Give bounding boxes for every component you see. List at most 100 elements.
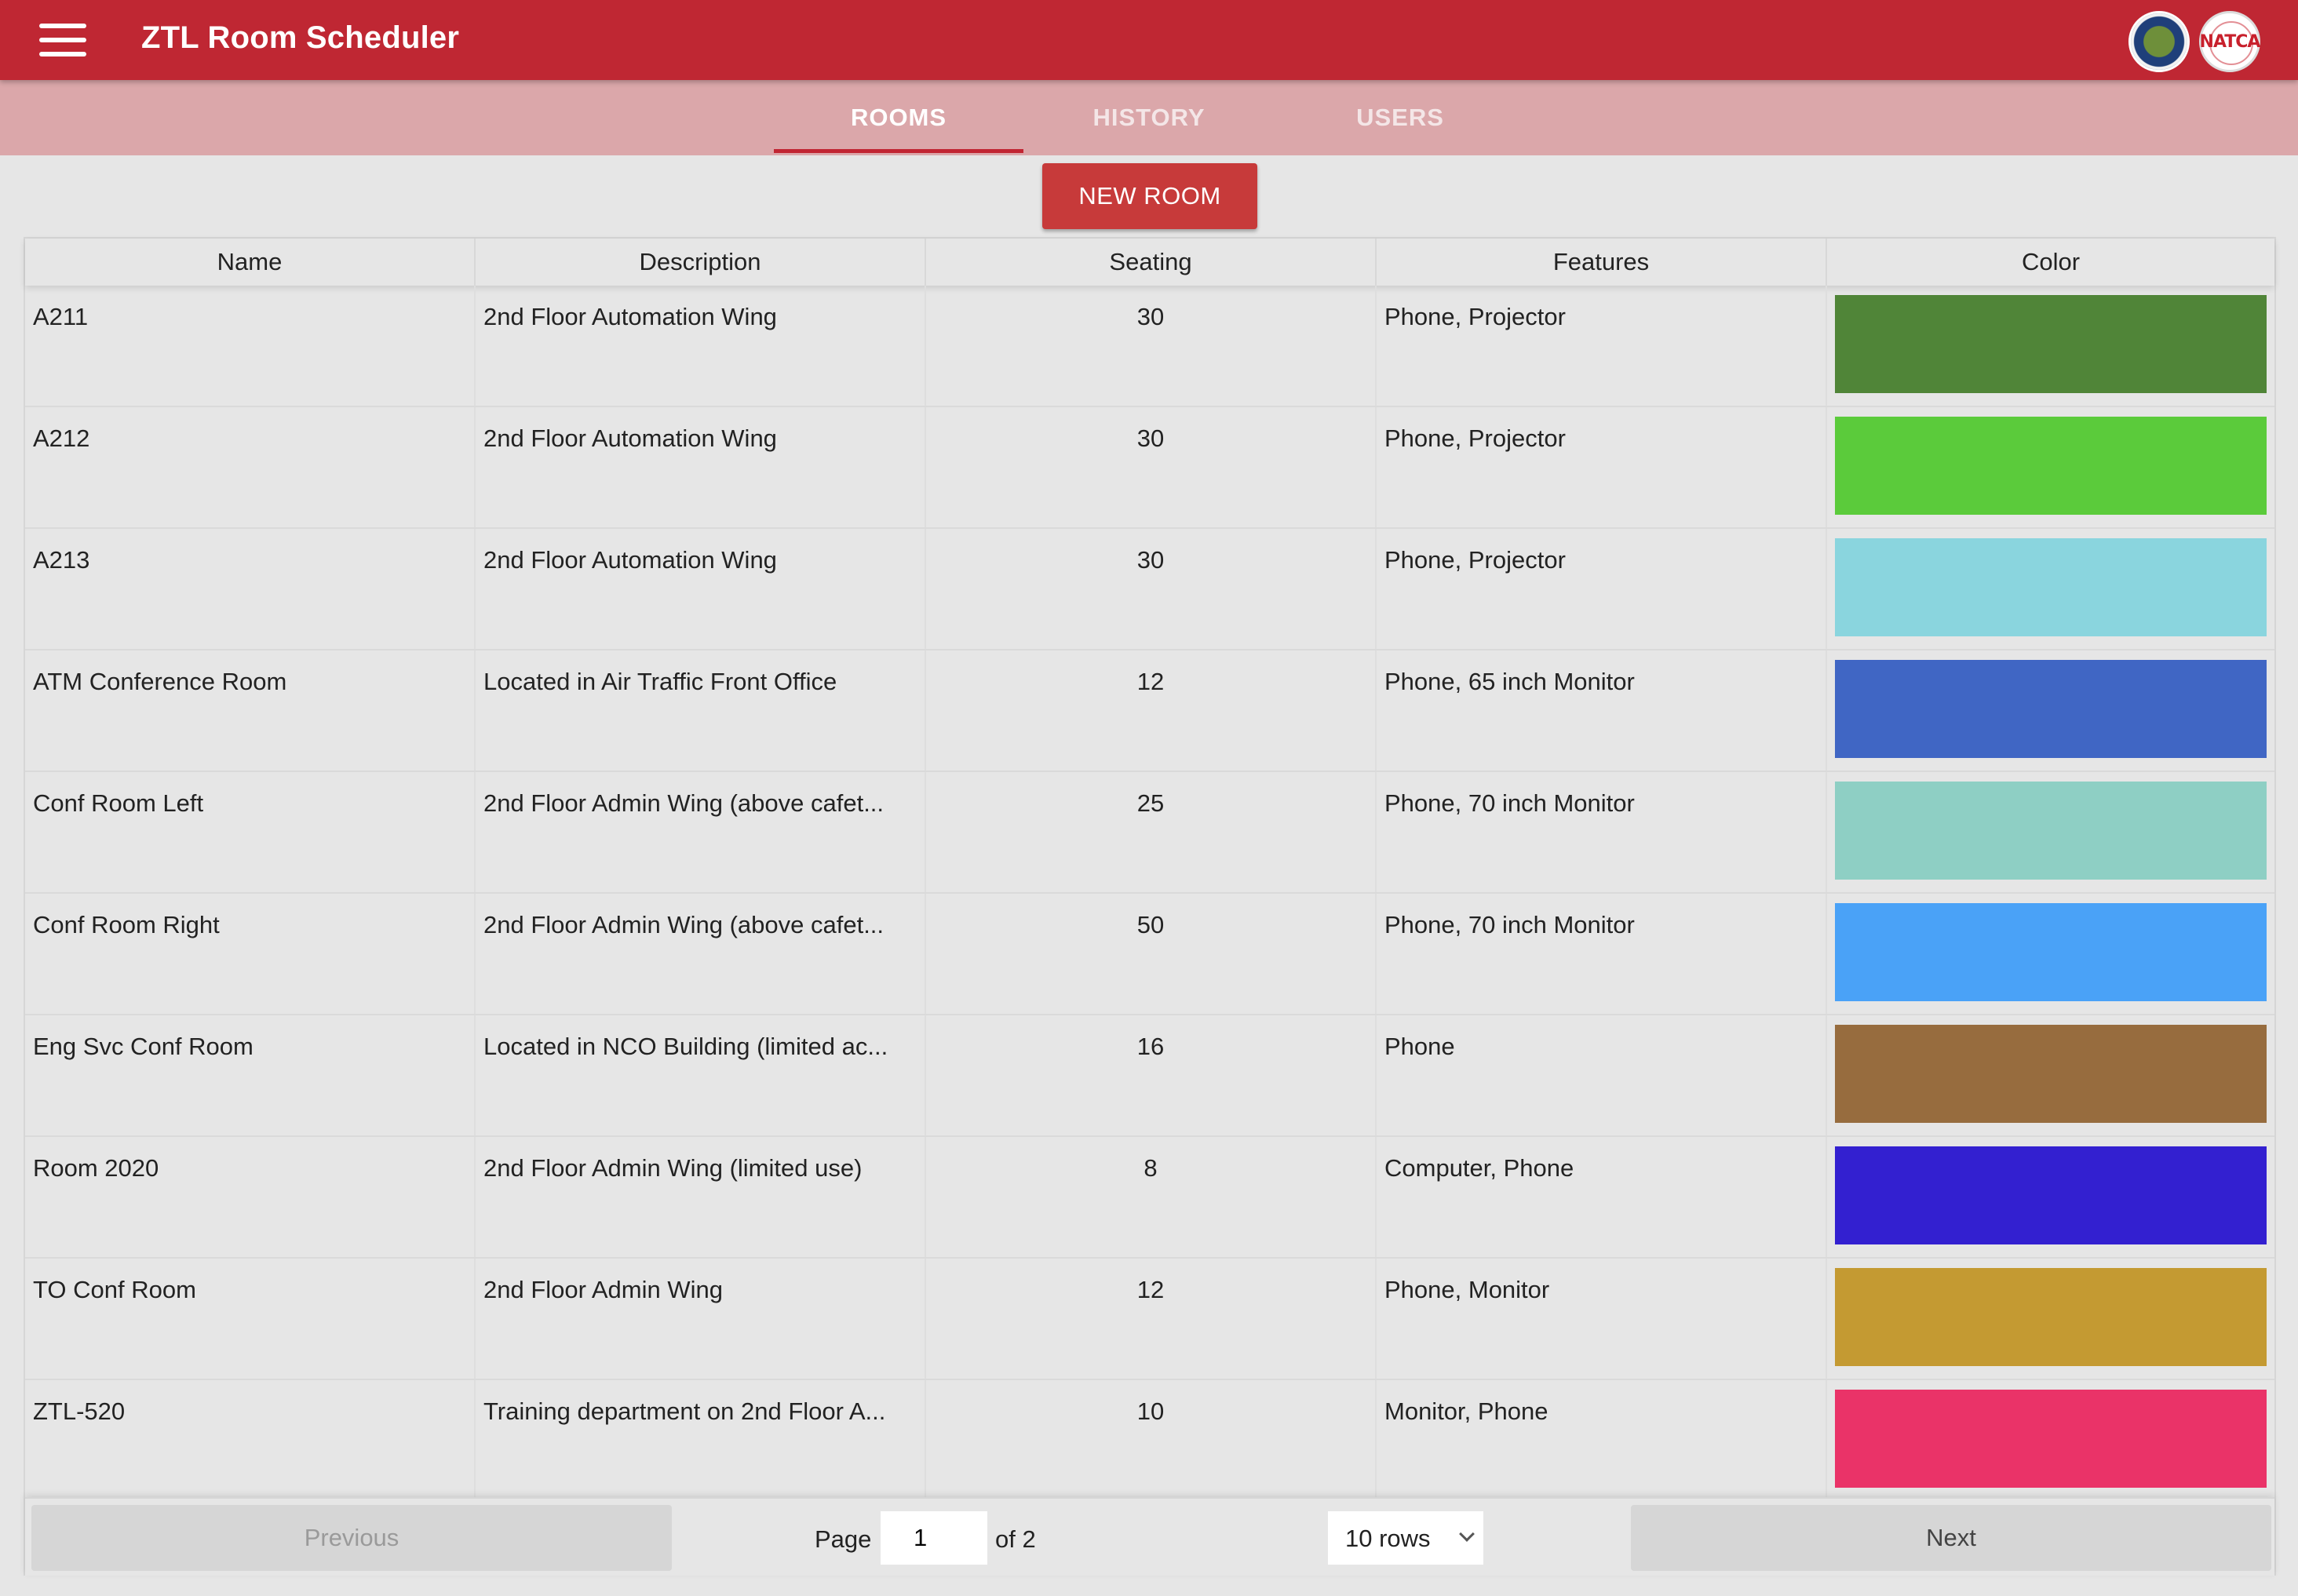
tab-bar: ROOMS HISTORY USERS — [0, 80, 2298, 155]
cell-name: TO Conf Room — [25, 1259, 476, 1379]
table-header: Name Description Seating Features Color — [25, 239, 2274, 286]
cell-seating: 30 — [926, 529, 1377, 649]
rows-per-page-value: 10 rows — [1345, 1525, 1431, 1552]
table-row[interactable]: Conf Room Right 2nd Floor Admin Wing (abo… — [25, 894, 2274, 1015]
table-row[interactable]: A212 2nd Floor Automation Wing 30 Phone, Pr… — [25, 407, 2274, 529]
color-swatch — [1835, 1146, 2267, 1244]
color-swatch — [1835, 903, 2267, 1001]
cell-color — [1827, 1380, 2274, 1500]
cell-name: A211 — [25, 286, 476, 406]
color-swatch — [1835, 660, 2267, 758]
chevron-down-icon — [1459, 1526, 1475, 1542]
column-header-seating[interactable]: Seating — [926, 239, 1377, 286]
cell-seating: 30 — [926, 286, 1377, 406]
cell-color — [1827, 1259, 2274, 1379]
cell-features: Phone, Monitor — [1377, 1259, 1827, 1379]
cell-seating: 12 — [926, 650, 1377, 771]
natca-logo-icon: NATCA — [2199, 11, 2260, 72]
cell-color — [1827, 1137, 2274, 1257]
table-row[interactable]: A213 2nd Floor Automation Wing 30 Phone, Pr… — [25, 529, 2274, 650]
color-swatch — [1835, 538, 2267, 636]
cell-seating: 16 — [926, 1015, 1377, 1135]
previous-page-button[interactable]: Previous — [31, 1505, 672, 1571]
cell-seating: 50 — [926, 894, 1377, 1014]
color-swatch — [1835, 295, 2267, 393]
cell-color — [1827, 529, 2274, 649]
menu-line — [39, 38, 86, 42]
cell-description: 2nd Floor Admin Wing (above cafet... — [476, 894, 926, 1014]
new-room-button[interactable]: NEW ROOM — [1042, 163, 1257, 229]
cell-color — [1827, 407, 2274, 527]
cell-features: Phone, Projector — [1377, 407, 1827, 527]
cell-description: 2nd Floor Admin Wing (above cafet... — [476, 772, 926, 892]
cell-name: Room 2020 — [25, 1137, 476, 1257]
cell-color — [1827, 650, 2274, 771]
menu-line — [39, 24, 86, 28]
table-row[interactable]: Conf Room Left 2nd Floor Admin Wing (abov… — [25, 772, 2274, 894]
active-tab-indicator — [774, 149, 1023, 153]
cell-color — [1827, 772, 2274, 892]
cell-name: ZTL-520 — [25, 1380, 476, 1500]
page-number-input[interactable] — [881, 1511, 987, 1565]
table-row[interactable]: ATM Conference Room Located in Air Traffi… — [25, 650, 2274, 772]
app-bar: ZTL Room Scheduler NATCA — [0, 0, 2298, 80]
cell-name: ATM Conference Room — [25, 650, 476, 771]
cell-color — [1827, 1015, 2274, 1135]
page-count-label: of 2 — [995, 1525, 1036, 1553]
cell-features: Phone, 70 inch Monitor — [1377, 894, 1827, 1014]
column-header-name[interactable]: Name — [25, 239, 476, 286]
color-swatch — [1835, 417, 2267, 515]
cell-name: A212 — [25, 407, 476, 527]
cell-features: Phone, 65 inch Monitor — [1377, 650, 1827, 771]
table-row[interactable]: ZTL-520 Training department on 2nd Floor … — [25, 1380, 2274, 1502]
cell-description: 2nd Floor Admin Wing (limited use) — [476, 1137, 926, 1257]
cell-name: Conf Room Right — [25, 894, 476, 1014]
cell-description: 2nd Floor Automation Wing — [476, 286, 926, 406]
color-swatch — [1835, 1025, 2267, 1123]
color-swatch — [1835, 782, 2267, 880]
column-header-description[interactable]: Description — [476, 239, 926, 286]
page-label: Page — [815, 1525, 872, 1553]
cell-features: Phone — [1377, 1015, 1827, 1135]
cell-features: Computer, Phone — [1377, 1137, 1827, 1257]
column-header-color[interactable]: Color — [2021, 248, 2081, 275]
table-body: A211 2nd Floor Automation Wing 30 Phone, Pr… — [25, 286, 2274, 1502]
cell-name: A213 — [25, 529, 476, 649]
cell-description: 2nd Floor Admin Wing — [476, 1259, 926, 1379]
hamburger-menu-icon[interactable] — [39, 24, 86, 56]
tab-rooms[interactable]: ROOMS — [850, 104, 947, 131]
cell-seating: 25 — [926, 772, 1377, 892]
table-row[interactable]: Room 2020 2nd Floor Admin Wing (limited u… — [25, 1137, 2274, 1259]
menu-line — [39, 52, 86, 56]
pagination-bar: Previous Page of 2 10 rows Next — [25, 1497, 2274, 1576]
color-swatch — [1835, 1390, 2267, 1488]
cell-seating: 12 — [926, 1259, 1377, 1379]
table-row[interactable]: A211 2nd Floor Automation Wing 30 Phone, Pr… — [25, 286, 2274, 407]
tab-history[interactable]: HISTORY — [1092, 104, 1206, 131]
color-swatch — [1835, 1268, 2267, 1366]
column-header-features[interactable]: Features — [1377, 239, 1827, 286]
cell-description: Training department on 2nd Floor A... — [476, 1380, 926, 1500]
cell-seating: 8 — [926, 1137, 1377, 1257]
table-row[interactable]: Eng Svc Conf Room Located in NCO Building… — [25, 1015, 2274, 1137]
rows-per-page-select[interactable]: 10 rows — [1328, 1511, 1483, 1565]
faa-seal-icon — [2128, 11, 2190, 72]
cell-seating: 10 — [926, 1380, 1377, 1500]
cell-description: Located in NCO Building (limited ac... — [476, 1015, 926, 1135]
cell-description: Located in Air Traffic Front Office — [476, 650, 926, 771]
cell-name: Conf Room Left — [25, 772, 476, 892]
cell-description: 2nd Floor Automation Wing — [476, 407, 926, 527]
next-page-button[interactable]: Next — [1631, 1505, 2271, 1571]
cell-features: Monitor, Phone — [1377, 1380, 1827, 1500]
rooms-table: Name Description Seating Features Color … — [24, 237, 2276, 1576]
cell-color — [1827, 286, 2274, 406]
cell-features: Phone, Projector — [1377, 286, 1827, 406]
table-row[interactable]: TO Conf Room 2nd Floor Admin Wing 12 Phone,… — [25, 1259, 2274, 1380]
tab-users[interactable]: USERS — [1356, 104, 1444, 131]
cell-features: Phone, Projector — [1377, 529, 1827, 649]
app-title: ZTL Room Scheduler — [141, 20, 460, 55]
cell-color — [1827, 894, 2274, 1014]
cell-description: 2nd Floor Automation Wing — [476, 529, 926, 649]
cell-features: Phone, 70 inch Monitor — [1377, 772, 1827, 892]
cell-name: Eng Svc Conf Room — [25, 1015, 476, 1135]
